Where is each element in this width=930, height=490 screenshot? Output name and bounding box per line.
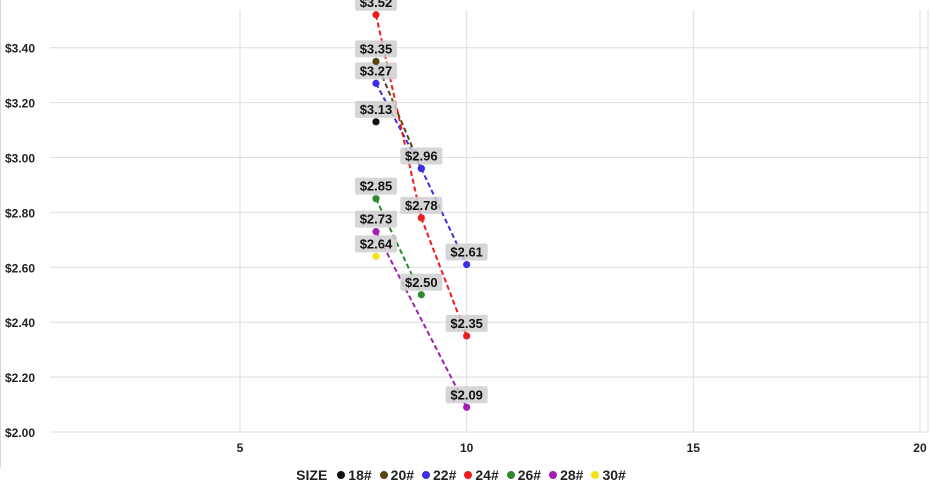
y-tick-label: $2.00 [5,426,35,440]
y-tick-label: $3.20 [5,97,35,111]
data-point-26# [372,195,380,203]
legend-marker [464,471,473,479]
y-tick-label: $3.40 [5,42,35,56]
legend-item[interactable]: 28# [549,467,583,483]
data-label: $3.35 [360,41,393,56]
data-label-box [400,196,443,214]
data-label: $3.52 [360,0,393,10]
y-tick-label: $2.40 [5,316,35,330]
legend-item[interactable]: 26# [506,467,542,483]
legend-marker [422,471,431,479]
legend-label: 26# [517,467,542,483]
data-label-box [354,210,397,228]
legend-label: 22# [433,467,457,483]
legend-label: 28# [560,467,584,483]
legend-marker [506,471,515,479]
data-label-box [400,147,443,165]
legend-item[interactable]: 20# [379,467,415,483]
chart-legend: SIZE 18# 20# 22# 24# 26# 28# 30# [0,464,930,486]
y-tick-label: $2.60 [5,261,35,275]
data-label: $3.13 [360,102,393,117]
data-label: $2.35 [450,316,483,331]
data-label-box [400,273,443,291]
legend-item[interactable]: 30# [591,467,626,483]
legend-marker [379,471,388,479]
data-point-26# [417,291,425,299]
x-tick-label: 5 [237,441,244,455]
legend-marker [549,471,558,479]
data-label: $2.78 [405,198,438,213]
data-label: $2.50 [405,275,438,290]
data-point-22# [372,79,380,87]
x-tick-label: 10 [460,441,474,455]
data-label: $2.64 [360,236,393,251]
data-point-28# [372,228,380,236]
data-label-box [354,0,397,11]
legend-marker [591,471,600,479]
data-label: $2.09 [450,387,483,402]
data-label-box [354,40,397,58]
y-tick-label: $2.20 [5,371,35,385]
data-label-box [354,100,397,118]
data-label: $2.96 [405,148,438,163]
legend-marker [337,471,346,479]
data-label-box [445,386,488,404]
data-label-box [445,243,488,261]
data-label-box [445,314,488,332]
legend-item[interactable]: 22# [422,467,456,483]
legend-label: 24# [475,467,499,483]
data-point-28# [463,403,471,411]
data-label: $3.27 [360,63,393,78]
data-label-box [354,62,397,80]
data-label: $2.73 [360,212,393,227]
legend-title: SIZE [296,467,328,483]
data-point-22# [463,260,471,269]
x-tick-label: 15 [687,441,701,455]
data-label-box [354,235,397,253]
series-line-28# [375,231,468,408]
legend-label: 30# [602,467,626,483]
data-point-22# [417,164,425,173]
data-label: $2.61 [450,245,483,260]
data-point-24# [372,11,380,19]
data-point-18# [372,118,380,126]
x-tick-label: 20 [913,441,927,455]
data-label: $2.85 [360,179,393,194]
data-point-24# [463,332,471,340]
data-label-box [354,177,397,195]
data-point-30# [372,252,380,260]
data-point-24# [417,214,425,222]
legend-item[interactable]: 18# [337,467,372,483]
legend-label: 20# [390,467,415,483]
y-tick-label: $2.80 [5,206,35,220]
legend-item[interactable]: 24# [464,467,499,483]
legend-label: 18# [348,467,372,483]
left-border [0,0,1,468]
data-point-20# [372,57,380,66]
y-tick-label: $3.00 [5,152,35,166]
